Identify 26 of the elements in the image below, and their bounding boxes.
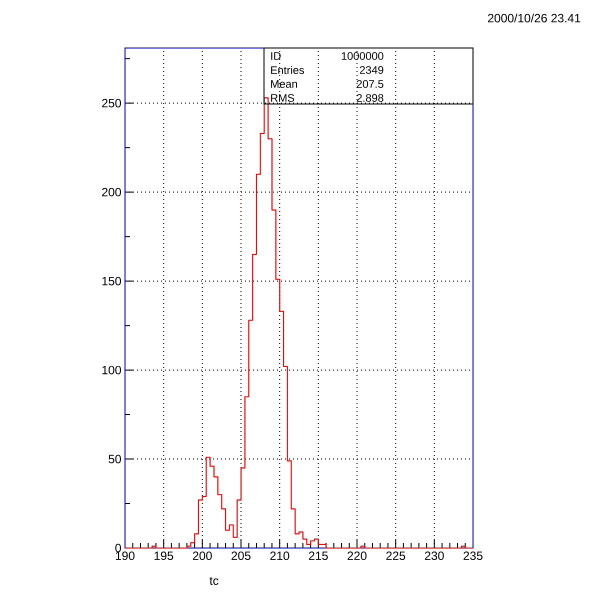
x-tick-label: 205: [232, 552, 251, 560]
x-axis-title: tc: [210, 577, 218, 585]
annotation: 2349: [360, 66, 384, 74]
x-tick-label: 230: [424, 552, 444, 560]
annotation: Entries: [271, 66, 304, 74]
x-tick-label: 195: [154, 552, 174, 560]
x-tick-label: 235: [464, 552, 483, 560]
x-tick-label: 210: [270, 552, 290, 560]
annotation: RMS: [271, 94, 294, 102]
y-tick-label: 100: [102, 366, 122, 374]
annotation: 207.5: [356, 80, 384, 88]
annotation: Mean: [271, 80, 298, 88]
y-tick-label: 250: [102, 98, 122, 108]
text: 2000/10/26 23.41: [488, 14, 580, 22]
annotation: 2.898: [356, 94, 384, 102]
x-tick-label: 225: [386, 552, 406, 560]
x-tick-label: 190: [116, 552, 135, 560]
y-tick-label: 200: [102, 188, 122, 196]
y-tick-label: 0: [115, 544, 122, 552]
annotation: 1000000: [342, 52, 384, 60]
annotation: ID: [271, 52, 281, 60]
y-tick-label: 50: [108, 454, 122, 464]
x-tick-label: 215: [308, 552, 328, 560]
y-tick-label: 150: [102, 276, 122, 286]
x-tick-label: 200: [192, 552, 212, 560]
x-tick-label: 220: [348, 552, 367, 560]
